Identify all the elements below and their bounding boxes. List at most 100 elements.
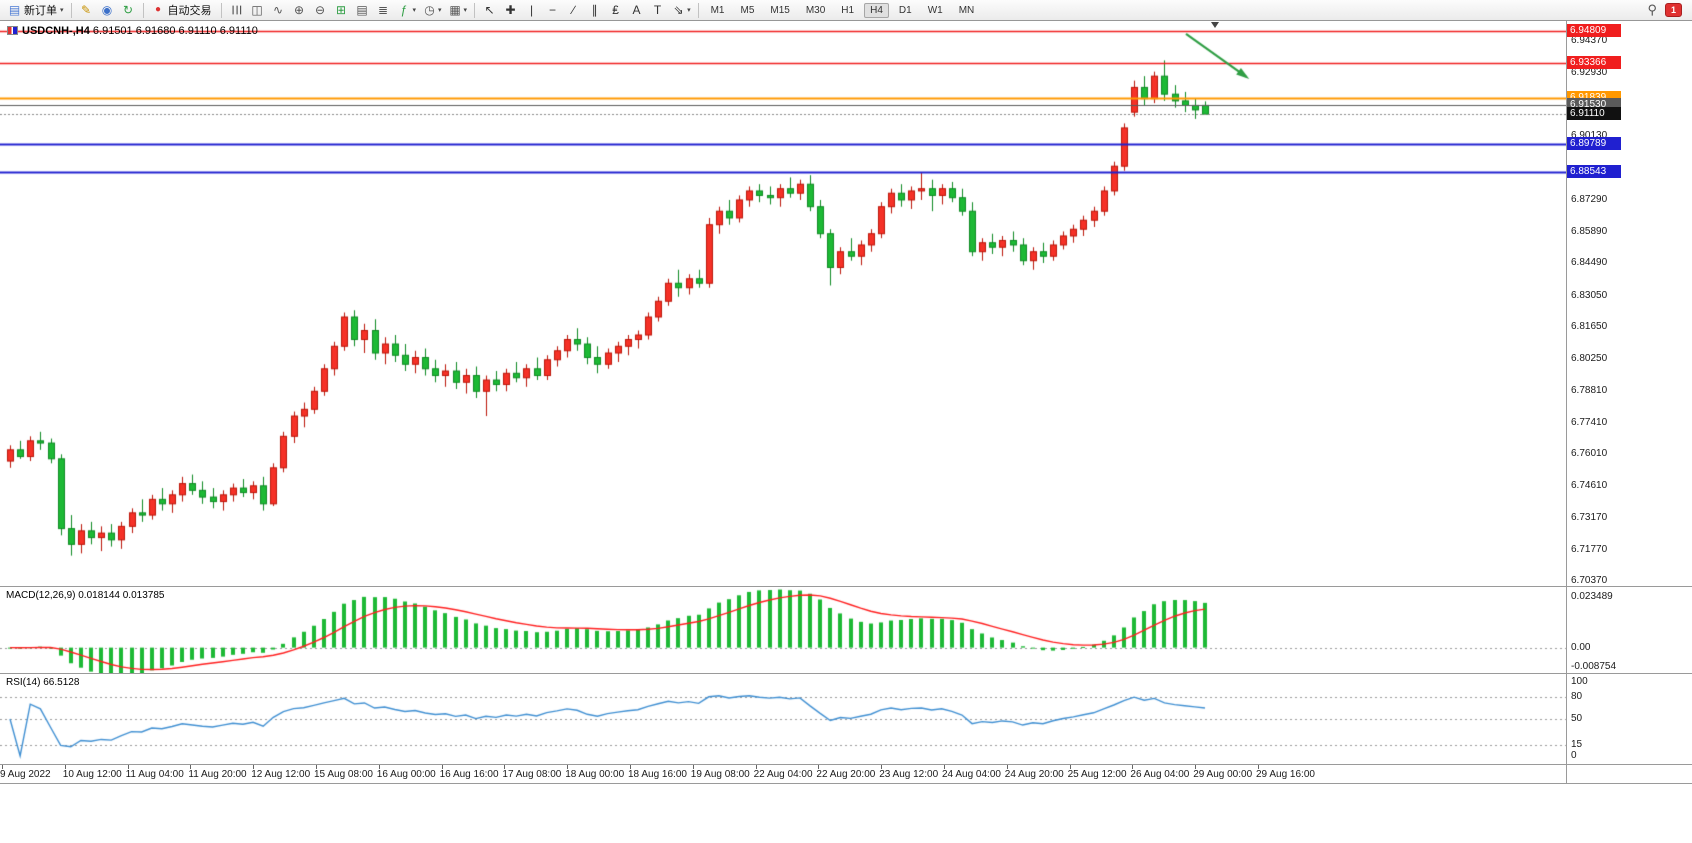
crosshair-icon: ✚ — [505, 3, 516, 17]
price-level-badge: 6.93366 — [1567, 56, 1621, 70]
candlestick-chart-button[interactable]: ◫ — [247, 1, 268, 19]
price-axis[interactable]: 6.94370 6.92930 6.90130 6.87290 6.85890 6.844… — [1567, 21, 1692, 586]
time-axis-tick — [755, 765, 757, 769]
autotrading-button[interactable]: ● 自动交易 — [148, 1, 217, 19]
equidistant-channel-icon: ∥ — [591, 3, 598, 17]
price-axis-label: 6.70370 — [1571, 575, 1608, 587]
autotrading-icon: ● — [154, 4, 162, 15]
price-chart-canvas[interactable] — [0, 21, 1566, 586]
cursor-icon: ↖ — [484, 3, 495, 17]
data-window-button[interactable]: ▤ — [352, 1, 373, 19]
timeframe-button-m15[interactable]: M15 — [770, 4, 790, 16]
chart-shift-marker[interactable] — [1211, 22, 1219, 28]
timeframe-button-m5[interactable]: M5 — [740, 4, 755, 16]
time-axis-label: 18 Aug 00:00 — [565, 769, 625, 780]
time-axis-tick — [692, 765, 694, 769]
zoom-out-icon: ⊖ — [314, 3, 326, 17]
rsi-axis-label: 50 — [1571, 713, 1583, 724]
horizontal-line-button[interactable]: − — [542, 1, 563, 19]
periods-button[interactable]: ◷ ▾ — [419, 1, 445, 19]
timeframe-button-mn[interactable]: MN — [958, 4, 975, 16]
data-window-icon: ▤ — [356, 3, 368, 17]
line-chart-button[interactable]: ∿ — [268, 1, 289, 19]
equidistant-channel-button[interactable]: ∥ — [584, 1, 605, 19]
time-axis-tick — [1069, 765, 1071, 769]
crosshair-button[interactable]: ✚ — [500, 1, 521, 19]
price-level-badge: 6.94809 — [1567, 23, 1621, 37]
trendline-button[interactable]: ∕ — [563, 1, 584, 19]
zoom-out-button[interactable]: ⊖ — [310, 1, 331, 19]
community-button[interactable]: ◉ — [97, 1, 118, 19]
timeframe-button-m30[interactable]: M30 — [805, 4, 826, 16]
fibonacci-button[interactable]: ₤ — [605, 1, 626, 19]
search-icon[interactable]: ⚲ — [1647, 2, 1657, 17]
templates-caret-icon: ▾ — [463, 7, 468, 14]
cursor-button[interactable]: ↖ — [479, 1, 500, 19]
new-order-button[interactable]: ▤ 新订单 ▾ — [4, 1, 67, 19]
time-axis-tick — [1132, 765, 1134, 769]
price-axis-label: 6.94370 — [1571, 34, 1608, 46]
time-axis-label: 18 Aug 16:00 — [628, 769, 687, 780]
time-axis-label: 24 Aug 04:00 — [942, 769, 1001, 780]
panel-separator — [0, 673, 1692, 674]
candlestick-chart-icon: ◫ — [251, 3, 263, 17]
time-axis-tick — [378, 765, 380, 769]
toolbar-separator — [697, 2, 699, 18]
timeframe-button-m1[interactable]: M1 — [710, 4, 725, 16]
time-axis-label: 16 Aug 16:00 — [439, 769, 499, 780]
indicators-caret-icon: ▾ — [412, 7, 417, 14]
time-axis-label: 22 Aug 04:00 — [753, 769, 813, 780]
arrows-button[interactable]: ⇘ ▾ — [668, 1, 694, 19]
macd-panel-canvas[interactable] — [0, 587, 1566, 673]
price-axis-label: 6.84490 — [1571, 257, 1608, 269]
symbol-timeframe-label: USDCNH-,H4 — [22, 25, 90, 37]
time-axis[interactable]: 9 Aug 2022 10 Aug 12:00 11 Aug 04:00 11 Aug… — [0, 765, 1692, 783]
price-axis-label: 6.76010 — [1571, 448, 1608, 460]
notification-badge[interactable]: 1 — [1664, 3, 1682, 17]
metaeditor-button[interactable]: ✎ — [76, 1, 97, 19]
strategy-tester-button[interactable]: ≣ — [373, 1, 394, 19]
tile-windows-button[interactable]: ⊞ — [331, 1, 352, 19]
toolbar-separator — [142, 2, 144, 18]
time-axis-label: 24 Aug 20:00 — [1004, 769, 1064, 780]
price-axis-label: 6.87290 — [1571, 194, 1608, 206]
vertical-line-button[interactable]: | — [521, 1, 542, 19]
indicators-button[interactable]: ƒ ▾ — [394, 1, 420, 19]
text-label-button[interactable]: T — [647, 1, 668, 19]
time-axis-label: 29 Aug 00:00 — [1193, 769, 1253, 780]
timeframe-button-w1[interactable]: W1 — [927, 4, 943, 16]
chart-region: USDCNH-,H4 6.91501 6.91680 6.91110 6.911… — [0, 21, 1692, 843]
toolbar-separator — [474, 2, 476, 18]
macd-indicator-label: MACD(12,26,9) 0.018144 0.013785 — [6, 590, 165, 601]
timeframe-button-h4[interactable]: H4 — [864, 2, 889, 18]
rsi-axis-label: 15 — [1571, 738, 1583, 750]
price-axis-label: 6.73170 — [1571, 512, 1608, 524]
panel-separator — [0, 783, 1692, 784]
timeframe-button-d1[interactable]: D1 — [898, 4, 912, 16]
new-order-caret-icon: ▾ — [60, 7, 64, 14]
zoom-in-icon: ⊕ — [293, 3, 305, 17]
price-level-badge: 6.88543 — [1567, 164, 1621, 178]
rsi-axis[interactable]: 100 80 50 15 0 — [1567, 674, 1692, 764]
zoom-in-button[interactable]: ⊕ — [289, 1, 310, 19]
time-axis-tick — [1258, 765, 1259, 769]
time-axis-label: 11 Aug 20:00 — [188, 769, 247, 780]
chart-title: USDCNH-,H4 6.91501 6.91680 6.91110 6.911… — [22, 25, 258, 37]
rsi-axis-label: 0 — [1571, 750, 1577, 761]
templates-button[interactable]: ▦ ▾ — [445, 1, 471, 19]
time-axis-label: 15 Aug 08:00 — [314, 769, 373, 780]
macd-axis[interactable]: 0.023489 0.00 -0.008754 — [1567, 587, 1692, 673]
bar-chart-button[interactable]: ☰ — [226, 1, 247, 19]
new-order-label: 新订单 — [24, 5, 57, 17]
text-button[interactable]: A — [626, 1, 647, 19]
chart-symbol-icon — [7, 26, 18, 35]
rsi-panel-canvas[interactable] — [0, 674, 1566, 764]
time-axis-tick — [253, 765, 255, 769]
refresh-button[interactable]: ↻ — [118, 1, 139, 19]
timeframe-button-h1[interactable]: H1 — [841, 4, 855, 16]
toolbar: ▤ 新订单 ▾ ✎ ◉ ↻ ● 自动交易 ☰ ◫ ∿ ⊕ ⊖ ⊞ ▤ ≣ ƒ ▾ ◷ ▾ ▦ ▾ ↖ ✚ | − ∕ ∥… — [0, 0, 1692, 21]
time-axis-label: 23 Aug 12:00 — [879, 769, 939, 780]
bid-price-badge: 6.91110 — [1567, 107, 1621, 121]
price-axis-label: 6.90130 — [1571, 130, 1608, 142]
